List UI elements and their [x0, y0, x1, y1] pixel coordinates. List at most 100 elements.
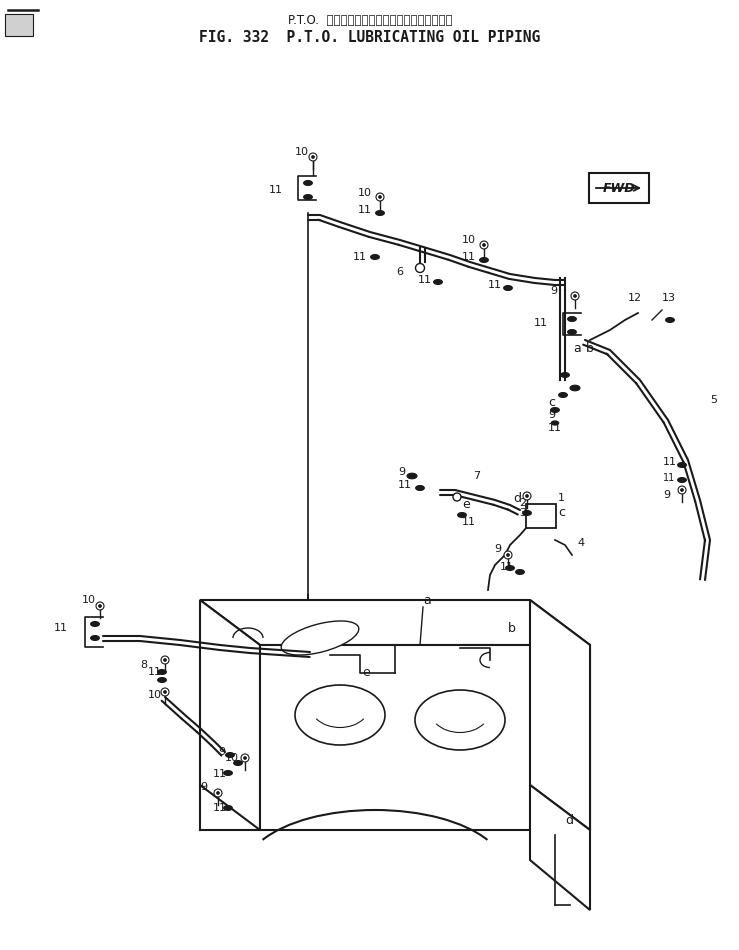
- Ellipse shape: [570, 385, 580, 390]
- Text: 9: 9: [663, 490, 670, 500]
- Text: FIG. 332  P.T.O. LUBRICATING OIL PIPING: FIG. 332 P.T.O. LUBRICATING OIL PIPING: [200, 30, 541, 45]
- Text: 12: 12: [628, 293, 642, 303]
- Text: 11: 11: [148, 667, 162, 677]
- Ellipse shape: [157, 670, 166, 674]
- Circle shape: [161, 688, 169, 696]
- Ellipse shape: [304, 180, 313, 185]
- Circle shape: [241, 754, 249, 762]
- Ellipse shape: [551, 421, 559, 425]
- Ellipse shape: [371, 255, 379, 259]
- Text: 9: 9: [494, 544, 501, 554]
- Circle shape: [678, 486, 686, 494]
- Text: e: e: [362, 667, 370, 679]
- Ellipse shape: [678, 463, 687, 467]
- Circle shape: [161, 656, 169, 664]
- Text: c: c: [558, 506, 565, 520]
- Text: d: d: [565, 813, 573, 826]
- Circle shape: [573, 294, 576, 297]
- FancyBboxPatch shape: [589, 173, 649, 203]
- Text: 11: 11: [213, 803, 227, 813]
- Text: 11: 11: [548, 423, 562, 433]
- Ellipse shape: [91, 621, 99, 626]
- Text: 7: 7: [473, 471, 480, 481]
- Ellipse shape: [375, 211, 384, 216]
- Circle shape: [523, 492, 531, 500]
- Circle shape: [453, 493, 461, 501]
- Text: 11: 11: [488, 280, 502, 290]
- Text: 11: 11: [269, 185, 283, 195]
- Text: FWD: FWD: [603, 181, 636, 195]
- Text: b: b: [586, 341, 594, 354]
- Ellipse shape: [415, 690, 505, 750]
- Ellipse shape: [407, 473, 417, 479]
- Text: 11: 11: [462, 252, 476, 262]
- Text: 9: 9: [548, 410, 555, 420]
- Ellipse shape: [282, 621, 359, 656]
- Circle shape: [214, 789, 222, 797]
- Ellipse shape: [304, 195, 313, 200]
- Text: 10: 10: [295, 147, 309, 157]
- Circle shape: [163, 691, 166, 694]
- Text: 10: 10: [358, 188, 372, 198]
- Circle shape: [525, 495, 528, 498]
- Text: 11: 11: [663, 473, 675, 483]
- Ellipse shape: [224, 770, 232, 775]
- Ellipse shape: [568, 330, 576, 334]
- Text: 5: 5: [710, 395, 717, 405]
- Text: b: b: [508, 621, 516, 635]
- Ellipse shape: [516, 570, 525, 575]
- Ellipse shape: [415, 485, 424, 490]
- Circle shape: [96, 602, 104, 610]
- Bar: [5, 14, 33, 36]
- Text: 11: 11: [353, 252, 367, 262]
- Circle shape: [376, 193, 384, 201]
- Text: a: a: [573, 341, 581, 354]
- Ellipse shape: [505, 565, 514, 570]
- Text: 1: 1: [558, 493, 565, 503]
- Circle shape: [312, 156, 315, 159]
- Text: 10: 10: [148, 690, 162, 700]
- Text: 6: 6: [396, 267, 403, 277]
- Polygon shape: [260, 645, 590, 830]
- Text: 11: 11: [213, 769, 227, 779]
- Circle shape: [309, 153, 317, 161]
- Circle shape: [415, 263, 424, 273]
- Polygon shape: [530, 600, 590, 830]
- Text: P.T.O.  ルーブリケーティングオイルパイピング: P.T.O. ルーブリケーティングオイルパイピング: [287, 14, 452, 27]
- Circle shape: [480, 241, 488, 249]
- Circle shape: [504, 551, 512, 559]
- Text: 11: 11: [358, 205, 372, 215]
- Ellipse shape: [522, 510, 531, 516]
- Ellipse shape: [457, 513, 466, 518]
- Text: 9: 9: [218, 747, 225, 757]
- Ellipse shape: [434, 279, 443, 284]
- FancyBboxPatch shape: [526, 504, 556, 528]
- Ellipse shape: [91, 636, 99, 640]
- Text: a: a: [423, 594, 431, 606]
- Text: d: d: [513, 491, 521, 504]
- Ellipse shape: [224, 806, 232, 810]
- Text: 10: 10: [225, 753, 239, 763]
- Text: 9: 9: [398, 467, 405, 477]
- Text: 11: 11: [418, 275, 432, 285]
- Ellipse shape: [295, 685, 385, 745]
- Ellipse shape: [480, 257, 488, 262]
- Circle shape: [98, 604, 101, 607]
- Text: 10: 10: [462, 235, 476, 245]
- Ellipse shape: [561, 372, 569, 377]
- Circle shape: [378, 196, 381, 199]
- Text: 2: 2: [519, 498, 526, 508]
- Ellipse shape: [568, 316, 576, 321]
- Text: 8: 8: [140, 660, 147, 670]
- Circle shape: [243, 756, 247, 759]
- Text: c: c: [548, 396, 555, 409]
- Text: 11: 11: [663, 457, 677, 467]
- Circle shape: [163, 658, 166, 661]
- Ellipse shape: [503, 286, 512, 291]
- Ellipse shape: [225, 752, 234, 757]
- Polygon shape: [530, 785, 590, 910]
- Circle shape: [217, 791, 219, 794]
- Polygon shape: [200, 600, 590, 645]
- Ellipse shape: [551, 408, 559, 412]
- Circle shape: [681, 488, 684, 491]
